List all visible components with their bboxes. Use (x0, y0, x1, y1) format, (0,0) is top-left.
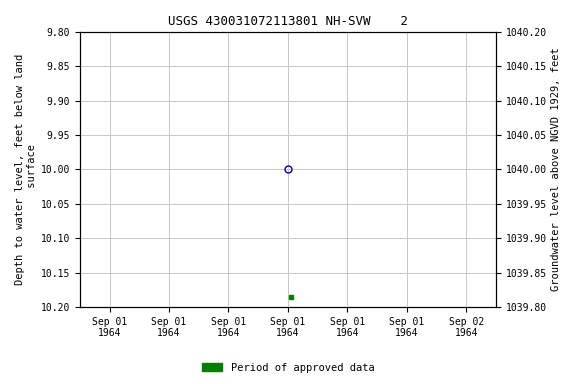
Y-axis label: Groundwater level above NGVD 1929, feet: Groundwater level above NGVD 1929, feet (551, 48, 561, 291)
Legend: Period of approved data: Period of approved data (198, 359, 378, 377)
Y-axis label: Depth to water level, feet below land
 surface: Depth to water level, feet below land su… (15, 54, 37, 285)
Title: USGS 430031072113801 NH-SVW    2: USGS 430031072113801 NH-SVW 2 (168, 15, 408, 28)
